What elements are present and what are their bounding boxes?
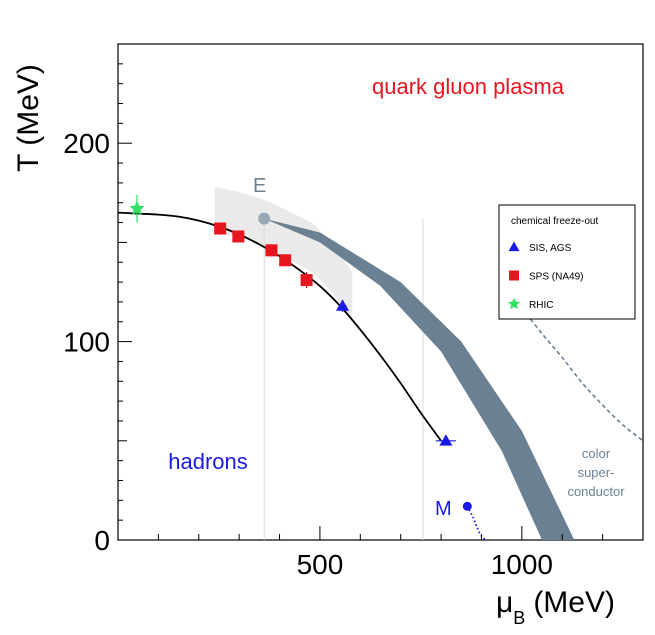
sps-na49-point: [265, 244, 278, 257]
legend-entry-label: RHIC: [529, 300, 553, 311]
color-superconductor-boundary: [521, 307, 644, 442]
qgp-label: quark gluon plasma: [372, 74, 565, 99]
data-points-layer: [129, 194, 457, 446]
legend-entry-label: SPS (NA49): [529, 272, 583, 283]
plot-frame: [117, 43, 644, 541]
critical-point-label: E: [253, 175, 266, 197]
legend-marker-sps: [509, 270, 519, 281]
rhic-point: [129, 200, 145, 216]
sps-na49-point: [300, 274, 313, 287]
x-axis-label: μB (MeV): [496, 586, 615, 628]
y-tick-label: 100: [63, 327, 110, 358]
x-axis-unit: (MeV): [533, 586, 615, 619]
color-superconductor-line: super-: [578, 465, 615, 480]
hadrons-label: hadrons: [168, 449, 248, 474]
nuclear-matter-line: [466, 505, 487, 541]
sps-na49-point: [232, 230, 245, 243]
sis-ags-point: [439, 434, 453, 446]
sps-na49-point: [279, 254, 292, 267]
x-tick-label: 500: [297, 549, 344, 580]
sps-na49-point: [214, 222, 227, 235]
y-tick-label: 0: [94, 525, 110, 556]
axis-ticks-layer: 0 100 200 500 1000: [63, 43, 604, 580]
x-axis-mu: μ: [496, 586, 513, 619]
color-superconductor-line: conductor: [567, 484, 625, 499]
legend-entry-label: SIS, AGS: [529, 243, 572, 254]
vertical-guides-layer: [263, 218, 424, 540]
transition-band: [264, 218, 575, 541]
nuclear-matter-label: M: [435, 498, 452, 520]
y-tick-label: 200: [63, 128, 110, 159]
sis-ags-point: [336, 299, 350, 311]
x-tick-label: 1000: [491, 549, 553, 580]
legend-marker-rhic: [507, 297, 521, 310]
legend: chemical freeze-out SIS, AGS SPS (NA49) RH…: [498, 204, 636, 320]
legend-title: chemical freeze-out: [511, 216, 598, 227]
x-axis-subscript: B: [513, 608, 525, 628]
critical-point-marker: [258, 212, 271, 225]
nuclear-matter-marker: [462, 501, 472, 511]
legend-box: [498, 204, 636, 320]
transition-band-layer: [264, 218, 575, 541]
legend-marker-sis: [508, 241, 520, 252]
color-superconductor-label: color super-conductor: [567, 446, 625, 499]
y-axis-label: T (MeV): [12, 64, 45, 172]
color-superconductor-line: color: [582, 446, 611, 461]
